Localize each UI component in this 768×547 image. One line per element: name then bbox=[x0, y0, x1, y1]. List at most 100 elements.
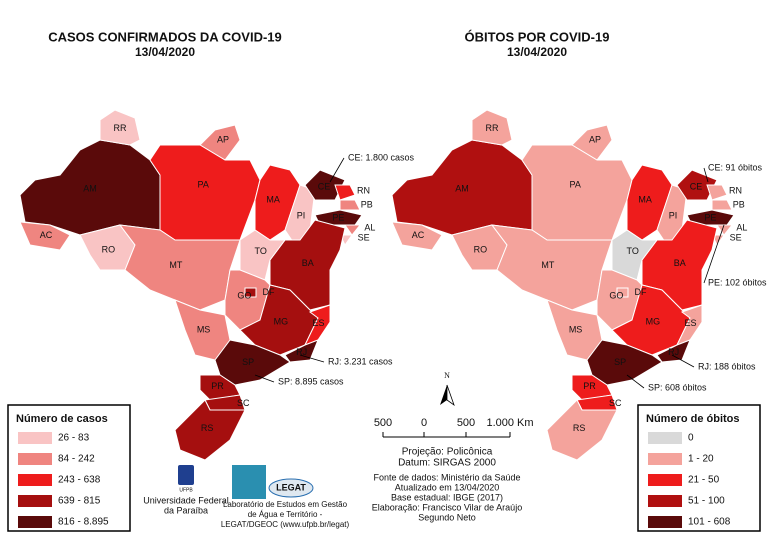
state-label: MS bbox=[197, 324, 211, 334]
state bbox=[334, 184, 356, 201]
legat-logo bbox=[232, 465, 266, 499]
state-label: SE bbox=[358, 233, 370, 243]
state bbox=[711, 199, 733, 211]
state-label: PA bbox=[198, 179, 209, 189]
state-label: RR bbox=[114, 123, 127, 133]
state-label: RJ bbox=[296, 347, 307, 357]
state-label: AC bbox=[412, 230, 425, 240]
state-label: PE bbox=[332, 212, 344, 222]
state bbox=[344, 224, 362, 236]
legend-label: 101 - 608 bbox=[688, 517, 731, 528]
state bbox=[616, 287, 629, 298]
legend-label: 0 bbox=[688, 433, 694, 444]
ufpb-name: Universidade Federal bbox=[143, 495, 229, 505]
state-label: RR bbox=[486, 123, 499, 133]
legend-label: 26 - 83 bbox=[58, 433, 90, 444]
state bbox=[19, 221, 71, 251]
source: Atualizado em 13/04/2020 bbox=[395, 482, 500, 492]
legend-swatch bbox=[648, 453, 682, 465]
state-label: SP bbox=[242, 357, 254, 367]
legend-label: 1 - 20 bbox=[688, 454, 714, 465]
state bbox=[174, 399, 246, 461]
legat-name: Laboratório de Estudos em Gestão bbox=[223, 500, 348, 509]
state-label: DF bbox=[635, 287, 647, 297]
state-label: MA bbox=[638, 194, 652, 204]
state-label: MG bbox=[646, 316, 661, 326]
leader-line bbox=[703, 224, 725, 284]
legend-swatch bbox=[18, 432, 52, 444]
state-label: MA bbox=[266, 194, 280, 204]
state-label: RS bbox=[201, 423, 214, 433]
state-label: PB bbox=[361, 199, 373, 209]
leader-line bbox=[626, 374, 645, 389]
state bbox=[716, 224, 734, 236]
legend-box bbox=[7, 404, 131, 532]
annotation: SP: 8.895 casos bbox=[278, 376, 344, 386]
state-label: TO bbox=[255, 246, 267, 256]
annotation: PE: 102 óbitos bbox=[708, 277, 767, 287]
state-label: AL bbox=[736, 223, 747, 233]
state-label: TO bbox=[627, 246, 639, 256]
ufpb-name: da Paraíba bbox=[164, 505, 208, 515]
legend-swatch bbox=[18, 474, 52, 486]
legend-swatch bbox=[18, 453, 52, 465]
legend-label: 84 - 242 bbox=[58, 454, 95, 465]
source: Base estadual: IBGE (2017) bbox=[391, 492, 503, 502]
map-date: 13/04/2020 bbox=[507, 45, 567, 59]
state bbox=[244, 287, 257, 298]
legend-title: Número de casos bbox=[16, 413, 108, 425]
state-label: AM bbox=[455, 183, 469, 193]
source: Elaboração: Francisco Vilar de Araújo bbox=[372, 502, 522, 512]
state-label: PE bbox=[704, 212, 716, 222]
legend-swatch bbox=[18, 516, 52, 528]
state bbox=[391, 221, 443, 251]
legend-box bbox=[637, 404, 761, 532]
legend-swatch bbox=[648, 432, 682, 444]
map-title: CASOS CONFIRMADOS DA COVID-19 bbox=[48, 29, 282, 44]
state bbox=[118, 224, 241, 311]
north-label: N bbox=[444, 371, 450, 380]
state-label: DF bbox=[263, 287, 275, 297]
state-label: SP bbox=[614, 357, 626, 367]
state-label: GO bbox=[609, 291, 623, 301]
scale-label: 500 bbox=[374, 417, 392, 429]
state-label: CE bbox=[690, 181, 703, 191]
legat-name: de Água e Território - bbox=[248, 510, 323, 519]
north-arrow bbox=[446, 384, 455, 407]
ufpb-logo bbox=[178, 465, 194, 485]
legat-name: LEGAT/DGEOC (www.ufpb.br/legat) bbox=[221, 520, 350, 529]
legat-logo-text: LEGAT bbox=[276, 482, 306, 492]
legend-title: Número de óbitos bbox=[646, 413, 740, 425]
map-date: 13/04/2020 bbox=[135, 45, 195, 59]
legend-swatch bbox=[18, 495, 52, 507]
legend-swatch bbox=[648, 495, 682, 507]
annotation: RJ: 188 óbitos bbox=[698, 361, 756, 371]
legend-label: 639 - 815 bbox=[58, 496, 101, 507]
legend-swatch bbox=[648, 474, 682, 486]
legend-label: 816 - 8.895 bbox=[58, 517, 109, 528]
state-label: PI bbox=[669, 210, 678, 220]
state-label: RO bbox=[102, 244, 116, 254]
map-title: ÓBITOS POR COVID-19 bbox=[465, 29, 610, 44]
ufpb-logo-text: UFPB bbox=[179, 487, 193, 493]
legend-label: 21 - 50 bbox=[688, 475, 720, 486]
state-label: AL bbox=[364, 223, 375, 233]
state-label: MS bbox=[569, 324, 583, 334]
state-label: RJ bbox=[668, 347, 679, 357]
legend-label: 243 - 638 bbox=[58, 475, 101, 486]
projection: Projeção: Policônica bbox=[402, 447, 493, 458]
state-label: PR bbox=[583, 381, 596, 391]
state-label: RN bbox=[729, 186, 742, 196]
annotation: CE: 1.800 casos bbox=[348, 152, 415, 162]
legend-label: 51 - 100 bbox=[688, 496, 725, 507]
state-label: PA bbox=[570, 179, 581, 189]
state-label: RO bbox=[474, 244, 488, 254]
state-label: ES bbox=[312, 318, 324, 328]
legat-logo bbox=[268, 478, 314, 498]
state-label: AP bbox=[589, 134, 601, 144]
state-label: PB bbox=[733, 199, 745, 209]
state-label: MT bbox=[541, 260, 554, 270]
leader-line bbox=[329, 157, 345, 183]
scale-label: 1.000 Km bbox=[486, 417, 533, 429]
